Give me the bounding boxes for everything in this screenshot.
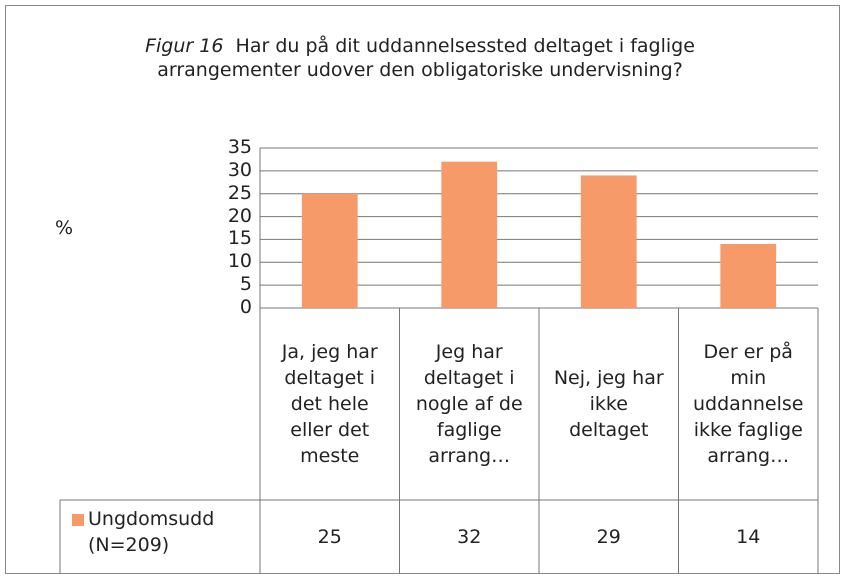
legend-label: Ungdomsudd (N=209) bbox=[88, 508, 215, 556]
y-axis-label: % bbox=[55, 217, 74, 239]
y-tick-label: 30 bbox=[227, 158, 252, 181]
legend-swatch bbox=[72, 514, 84, 526]
title-block: Figur 16 Har du på dit uddannelsessted d… bbox=[100, 34, 740, 82]
y-tick-label: 35 bbox=[227, 136, 252, 158]
bar bbox=[720, 244, 777, 308]
chart-title: Har du på dit uddannelsessted deltaget i… bbox=[157, 35, 695, 81]
bar bbox=[580, 175, 637, 308]
bar bbox=[301, 193, 358, 308]
y-tick-label: 25 bbox=[227, 181, 252, 204]
chart-border bbox=[5, 5, 840, 574]
table-value: 29 bbox=[596, 526, 621, 548]
x-tick-label: Nej, jeg har ikke deltaget bbox=[553, 367, 664, 441]
x-tick-label: Der er på min uddannelse ikke faglige ar… bbox=[693, 341, 804, 467]
x-tick-label: Ja, jeg har deltaget i det hele eller de… bbox=[281, 341, 378, 467]
y-tick-label: 5 bbox=[239, 273, 252, 296]
bar bbox=[441, 161, 498, 308]
table-value: 25 bbox=[317, 526, 342, 548]
x-tick-label: Jeg har deltaget i nogle af de faglige a… bbox=[415, 341, 523, 467]
table-value: 32 bbox=[457, 526, 482, 548]
table-value: 14 bbox=[736, 526, 761, 548]
y-tick-label: 10 bbox=[227, 250, 252, 273]
figure-label: Figur 16 bbox=[145, 35, 224, 57]
y-tick-label: 15 bbox=[227, 227, 252, 250]
y-tick-label: 0 bbox=[239, 296, 252, 318]
y-tick-label: 20 bbox=[227, 204, 252, 227]
